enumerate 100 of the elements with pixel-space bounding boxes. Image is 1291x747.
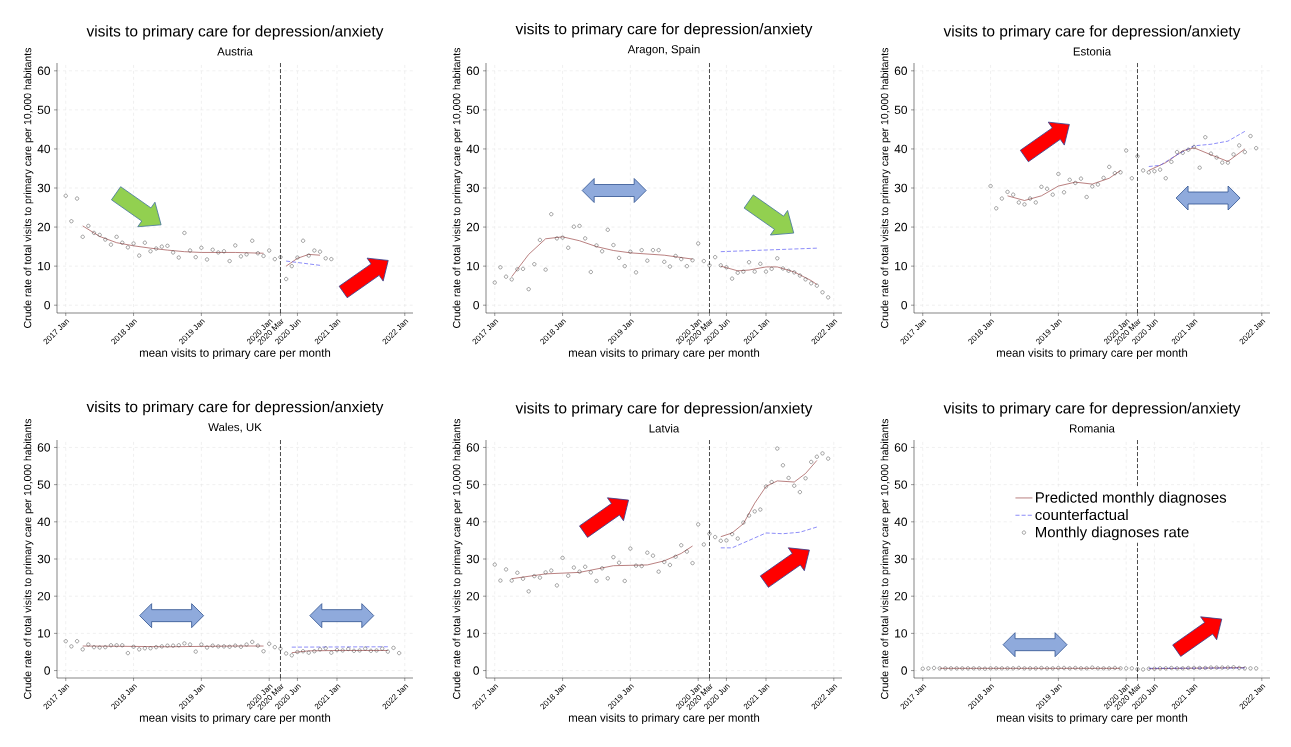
- point: [109, 643, 113, 648]
- point: [521, 576, 525, 581]
- point: [188, 642, 192, 647]
- y-tick-label: 60: [37, 66, 51, 76]
- point: [227, 644, 232, 649]
- legend-label: Predicted monthly diagnoses: [1036, 491, 1227, 506]
- point: [1028, 196, 1033, 201]
- point: [352, 648, 356, 653]
- chart-subtitle: Wales, UK: [208, 422, 262, 433]
- point: [1033, 200, 1038, 205]
- point: [131, 644, 136, 649]
- point: [730, 532, 735, 537]
- y-tick-label: 20: [466, 591, 480, 601]
- point: [611, 243, 616, 247]
- point: [701, 259, 706, 263]
- point: [696, 522, 701, 527]
- y-tick-label: 30: [466, 554, 480, 564]
- point: [668, 264, 672, 269]
- point: [125, 245, 130, 250]
- point: [492, 280, 497, 285]
- point: [1016, 200, 1021, 205]
- point: [1050, 192, 1055, 197]
- point: [86, 223, 91, 228]
- point: [1124, 148, 1129, 153]
- y-tick-label: 40: [466, 144, 480, 154]
- point: [814, 283, 819, 288]
- point: [142, 646, 147, 651]
- y-tick-label: 60: [37, 443, 51, 452]
- point: [284, 651, 289, 656]
- point: [549, 212, 554, 217]
- point: [216, 644, 221, 649]
- point: [498, 265, 503, 270]
- point: [267, 248, 272, 253]
- point: [696, 241, 701, 246]
- point: [205, 257, 209, 262]
- point: [109, 242, 113, 247]
- point: [583, 564, 588, 569]
- point: [656, 569, 661, 574]
- y-tick-label: 50: [894, 480, 908, 489]
- point: [284, 277, 289, 281]
- y-tick-label: 10: [38, 261, 51, 271]
- point: [1248, 134, 1253, 138]
- point: [820, 290, 825, 295]
- point: [1056, 172, 1061, 176]
- point: [255, 251, 260, 256]
- point: [826, 295, 831, 300]
- point: [803, 277, 808, 282]
- point: [668, 563, 672, 567]
- point: [684, 549, 689, 554]
- point: [735, 536, 740, 541]
- point: [289, 653, 294, 658]
- point: [193, 255, 198, 260]
- point: [1135, 154, 1140, 159]
- chart-title: visits to primary care for depression/anxiety: [86, 25, 384, 40]
- point: [154, 246, 159, 251]
- point: [1073, 180, 1078, 185]
- point: [617, 256, 621, 260]
- point: [566, 245, 571, 250]
- point: [75, 196, 79, 201]
- point: [238, 644, 243, 649]
- point: [340, 648, 345, 653]
- y-axis-title: Crude rate of total visits to primary care per 10,000 habitants: [452, 48, 463, 328]
- point: [1090, 184, 1095, 189]
- point: [690, 561, 695, 566]
- point: [250, 238, 255, 243]
- point: [391, 645, 396, 650]
- point: [769, 480, 774, 484]
- y-tick-label: 30: [894, 183, 908, 193]
- x-axis-title: mean visits to primary care per month: [568, 348, 760, 360]
- point: [797, 490, 802, 494]
- point: [182, 641, 187, 646]
- point: [289, 264, 294, 269]
- point: [628, 546, 633, 551]
- point: [182, 231, 187, 235]
- y-tick-label: 60: [894, 443, 908, 452]
- point: [125, 651, 130, 656]
- point: [250, 640, 255, 644]
- point: [724, 538, 729, 543]
- point: [1186, 147, 1191, 152]
- point: [137, 647, 142, 652]
- point: [193, 649, 198, 654]
- point: [1039, 184, 1044, 189]
- point: [707, 263, 712, 268]
- point: [397, 651, 402, 656]
- point: [634, 563, 638, 568]
- point: [769, 266, 774, 271]
- point: [1096, 182, 1100, 187]
- point: [809, 281, 814, 286]
- point: [1203, 135, 1208, 140]
- point: [656, 248, 661, 253]
- point: [988, 184, 993, 188]
- point: [103, 645, 108, 650]
- point: [554, 236, 559, 241]
- point: [114, 234, 119, 239]
- point: [605, 576, 610, 581]
- chart-subtitle: Estonia: [1073, 47, 1112, 56]
- point: [363, 646, 368, 651]
- point: [318, 249, 322, 254]
- point: [809, 460, 814, 464]
- point: [509, 578, 514, 583]
